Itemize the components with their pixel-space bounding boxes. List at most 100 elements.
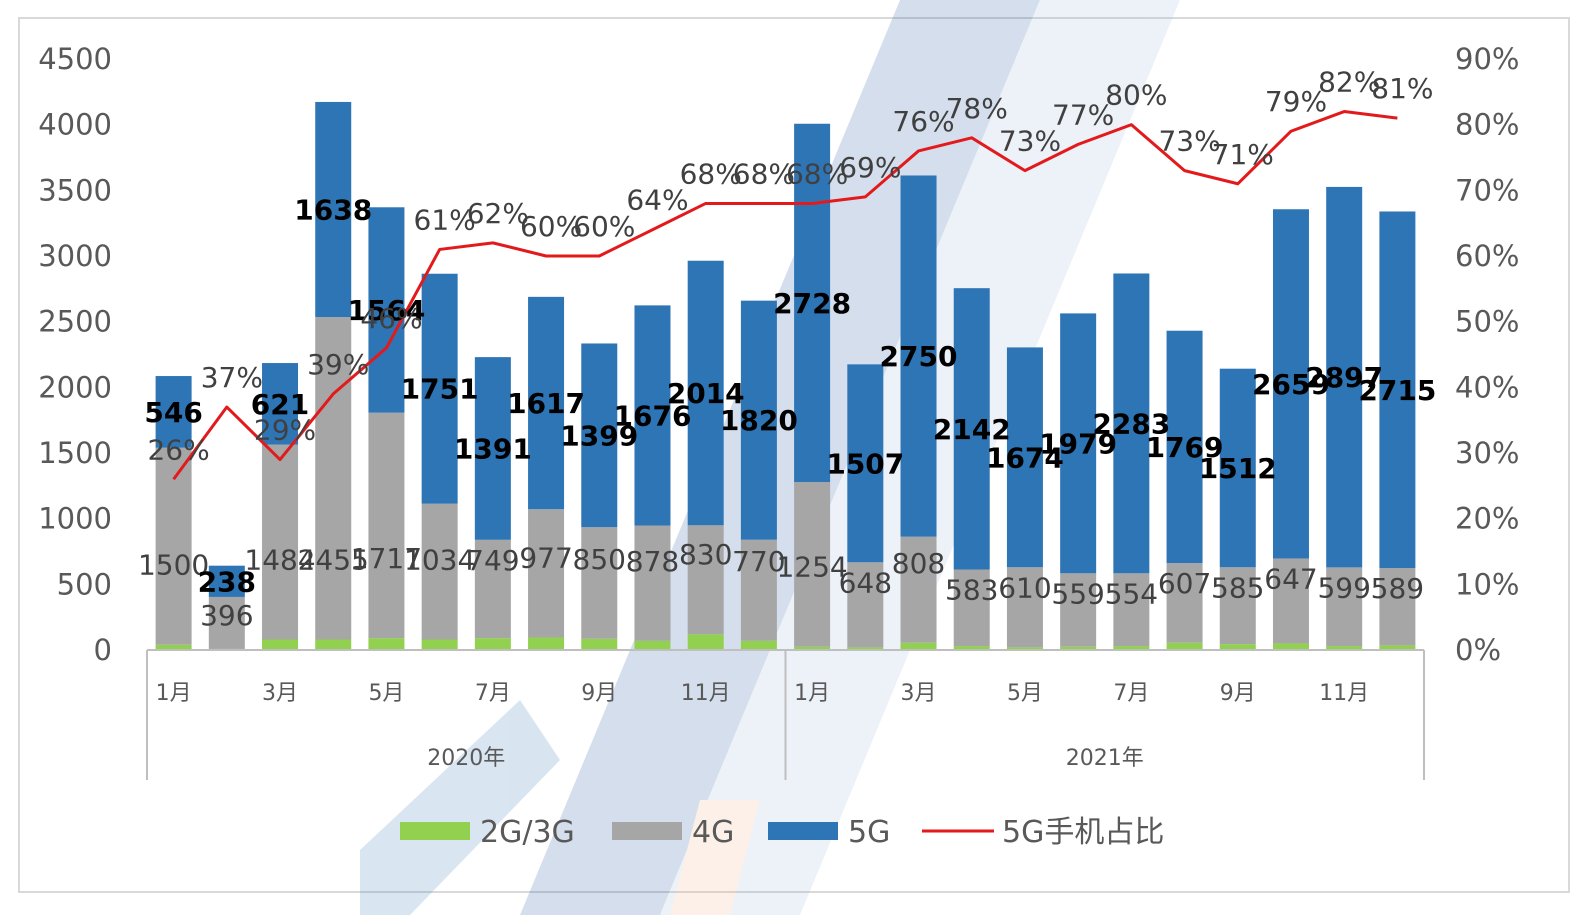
label-5g-share: 81%	[1371, 72, 1433, 105]
label-5g: 2728	[773, 287, 851, 320]
label-4g: 977	[519, 542, 572, 575]
bar-4g	[1060, 573, 1097, 647]
bar-2g3g	[900, 642, 937, 650]
bar-5g	[1166, 330, 1203, 564]
label-5g: 1676	[614, 399, 692, 432]
bar-2g3g	[740, 640, 777, 650]
bar-4g	[1006, 567, 1043, 648]
bar-2g3g	[1326, 646, 1363, 650]
label-4g: 647	[1264, 562, 1317, 595]
label-5g: 2659	[1252, 368, 1330, 401]
bar-4g	[581, 527, 618, 639]
y-left-tick-label: 2000	[38, 370, 112, 404]
bar-2g3g	[474, 638, 511, 650]
x-tick-label: 5月	[368, 681, 404, 706]
bar-4g	[474, 539, 511, 639]
label-4g: 1484	[244, 543, 315, 576]
label-5g-share: 26%	[147, 433, 209, 466]
bar-5g	[900, 175, 937, 537]
bar-5g	[740, 300, 777, 540]
y-right-tick-label: 50%	[1455, 305, 1519, 339]
bar-5g	[1272, 209, 1309, 559]
bar-4g	[208, 596, 245, 649]
label-5g-share: 68%	[786, 157, 848, 190]
x-tick-label: 11月	[1319, 681, 1369, 706]
y-left-tick-label: 4000	[38, 108, 112, 142]
label-4g: 599	[1317, 571, 1370, 604]
label-5g-share: 68%	[733, 157, 795, 190]
bar-4g	[740, 539, 777, 641]
bar-2g3g	[1113, 646, 1150, 650]
bar-5g	[368, 207, 405, 413]
bar-5g	[528, 296, 565, 510]
label-4g: 878	[626, 545, 679, 578]
label-5g-share: 64%	[626, 184, 688, 217]
bar-2g3g	[1219, 644, 1256, 650]
label-5g: 1399	[560, 419, 638, 452]
label-5g-share: 73%	[999, 125, 1061, 158]
bar-2g3g	[1166, 642, 1203, 650]
bar-5g	[315, 101, 352, 318]
label-5g-share: 68%	[680, 157, 742, 190]
bar-5g	[1113, 273, 1150, 574]
line-5g-share	[172, 110, 1398, 481]
label-4g: 850	[573, 543, 626, 576]
y-left-tick-label: 1500	[38, 436, 112, 470]
bar-4g	[847, 562, 884, 648]
label-5g-share: 78%	[946, 92, 1008, 125]
y-left-tick-label: 3000	[38, 239, 112, 273]
bar-2g3g	[1006, 647, 1043, 650]
x-tick-label: 5月	[1007, 681, 1043, 706]
x-axis: 1月 3月 5月 7月 9月 11月 2020年 1月 3月 5月 7月 9月 11月 2021年	[146, 649, 1425, 780]
x-tick-label: 7月	[475, 681, 511, 706]
label-5g: 1674	[986, 441, 1064, 474]
bar-4g	[315, 317, 352, 640]
label-4g: 583	[945, 573, 998, 606]
x-group-label: 2020年	[427, 746, 505, 771]
legend-swatch	[612, 822, 682, 840]
legend-label: 4G	[692, 815, 734, 850]
label-5g-share: 71%	[1212, 138, 1274, 171]
y-left-tick-label: 500	[57, 567, 112, 601]
label-5g: 1638	[294, 194, 372, 227]
label-4g: 648	[839, 566, 892, 599]
label-5g-share: 39%	[307, 348, 369, 381]
legend: 2G/3G 4G 5G 5G手机占比	[400, 815, 1164, 850]
bar-5g	[262, 363, 299, 445]
bar-5g	[474, 357, 511, 540]
legend-swatch	[768, 822, 838, 840]
label-4g: 770	[732, 545, 785, 578]
bar-4g	[262, 444, 299, 640]
bar-2g3g	[368, 638, 405, 650]
bar-4g	[368, 412, 405, 639]
bar-2g3g	[687, 634, 724, 650]
bar-2g3g	[1060, 646, 1097, 650]
label-5g: 546	[144, 396, 202, 429]
label-5g: 1507	[826, 447, 904, 480]
label-5g-share: 76%	[892, 105, 954, 138]
label-5g-share: 77%	[1052, 98, 1114, 131]
label-5g: 1751	[401, 373, 479, 406]
label-5g: 1979	[1039, 427, 1117, 460]
x-tick-label: 1月	[156, 681, 192, 706]
bar-2g3g	[634, 640, 671, 650]
label-4g: 1034	[404, 543, 475, 576]
x-tick-label: 3月	[901, 681, 937, 706]
x-tick-label: 7月	[1113, 681, 1149, 706]
bar-5g	[1326, 186, 1363, 568]
y-left-tick-label: 2500	[38, 305, 112, 339]
y-left-tick-label: 1000	[38, 502, 112, 536]
label-5g: 2750	[880, 340, 958, 373]
label-5g: 2014	[667, 377, 745, 410]
x-tick-label: 1月	[794, 681, 830, 706]
label-5g-share: 60%	[520, 210, 582, 243]
y-left-tick-label: 3500	[38, 173, 112, 207]
label-4g: 610	[998, 571, 1051, 604]
bar-series	[155, 101, 1416, 650]
label-4g: 585	[1211, 571, 1264, 604]
bar-5g	[208, 565, 245, 597]
label-5g: 238	[198, 565, 256, 598]
label-4g: 1254	[776, 551, 847, 584]
bar-5g	[1006, 347, 1043, 568]
label-4g: 559	[1051, 577, 1104, 610]
